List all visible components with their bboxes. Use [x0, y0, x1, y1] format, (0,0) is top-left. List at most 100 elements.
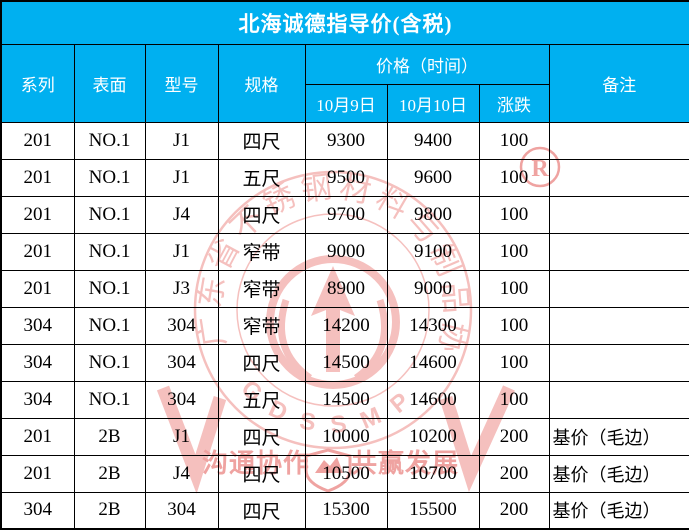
cell-model: 304	[144, 343, 219, 382]
cell-series: 201	[0, 158, 75, 197]
cell-surface: NO.1	[73, 232, 146, 271]
cell-series: 201	[0, 417, 75, 456]
table-title-row: 北海诚德指导价(含税)	[0, 0, 689, 45]
cell-remark	[548, 380, 689, 419]
cell-model: J4	[144, 454, 219, 493]
col-header-price-group: 价格（时间）	[304, 43, 550, 85]
cell-change: 200	[478, 417, 550, 456]
cell-surface: NO.1	[73, 343, 146, 382]
cell-series: 304	[0, 343, 75, 382]
col-header-remark: 备注	[548, 43, 689, 123]
cell-spec: 五尺	[217, 158, 306, 197]
cell-remark: 基价（毛边）	[548, 454, 689, 493]
cell-price-oct9: 9700	[304, 195, 388, 234]
table-row: 201 NO.1 J1 四尺 9300 9400 100	[0, 121, 689, 160]
table-row: 304 NO.1 304 四尺 14500 14600 100	[0, 343, 689, 382]
col-header-series: 系列	[0, 43, 75, 123]
cell-remark	[548, 269, 689, 308]
cell-series: 201	[0, 195, 75, 234]
cell-remark	[548, 158, 689, 197]
cell-series: 304	[0, 306, 75, 345]
table-body: 201 NO.1 J1 四尺 9300 9400 100 201 NO.1 J1 五尺 9500 960…	[0, 121, 689, 530]
col-header-change: 涨跌	[478, 83, 550, 123]
col-header-model: 型号	[144, 43, 219, 123]
table-row: 201 2B J1 四尺 10000 10200 200 基价（毛边）	[0, 417, 689, 456]
cell-change: 100	[478, 121, 550, 160]
page-title: 北海诚德指导价(含税)	[0, 0, 689, 45]
cell-surface: NO.1	[73, 306, 146, 345]
cell-spec: 四尺	[217, 454, 306, 493]
cell-spec: 五尺	[217, 380, 306, 419]
cell-surface: 2B	[73, 454, 146, 493]
cell-price-oct9: 9300	[304, 121, 388, 160]
cell-series: 201	[0, 232, 75, 271]
cell-spec: 窄带	[217, 269, 306, 308]
cell-model: J1	[144, 417, 219, 456]
cell-price-oct10: 9600	[386, 158, 480, 197]
table-row: 304 NO.1 304 五尺 14500 14600 100	[0, 380, 689, 419]
cell-model: J1	[144, 232, 219, 271]
col-header-date1: 10月9日	[304, 83, 388, 123]
cell-surface: NO.1	[73, 380, 146, 419]
table-row: 304 2B 304 四尺 15300 15500 200 基价（毛边）	[0, 491, 689, 530]
col-header-surface: 表面	[73, 43, 146, 123]
cell-change: 100	[478, 195, 550, 234]
cell-remark	[548, 306, 689, 345]
cell-model: J1	[144, 158, 219, 197]
cell-model: 304	[144, 306, 219, 345]
cell-surface: 2B	[73, 417, 146, 456]
cell-surface: NO.1	[73, 121, 146, 160]
cell-change: 100	[478, 232, 550, 271]
cell-surface: NO.1	[73, 195, 146, 234]
cell-change: 100	[478, 269, 550, 308]
cell-surface: 2B	[73, 491, 146, 530]
cell-spec: 四尺	[217, 343, 306, 382]
cell-series: 201	[0, 121, 75, 160]
cell-change: 100	[478, 380, 550, 419]
table-row: 304 NO.1 304 窄带 14200 14300 100	[0, 306, 689, 345]
cell-price-oct10: 9000	[386, 269, 480, 308]
cell-remark	[548, 232, 689, 271]
cell-change: 100	[478, 158, 550, 197]
cell-spec: 四尺	[217, 121, 306, 160]
cell-price-oct10: 14600	[386, 343, 480, 382]
cell-remark: 基价（毛边）	[548, 417, 689, 456]
table-row: 201 NO.1 J4 四尺 9700 9800 100	[0, 195, 689, 234]
cell-surface: NO.1	[73, 269, 146, 308]
table-row: 201 NO.1 J1 五尺 9500 9600 100	[0, 158, 689, 197]
cell-model: J1	[144, 121, 219, 160]
cell-price-oct10: 9800	[386, 195, 480, 234]
cell-price-oct10: 14300	[386, 306, 480, 345]
table-row: 201 2B J4 四尺 10500 10700 200 基价（毛边）	[0, 454, 689, 493]
cell-spec: 四尺	[217, 491, 306, 530]
cell-spec: 窄带	[217, 232, 306, 271]
cell-surface: NO.1	[73, 158, 146, 197]
cell-price-oct9: 15300	[304, 491, 388, 530]
cell-price-oct9: 10000	[304, 417, 388, 456]
cell-change: 100	[478, 343, 550, 382]
cell-price-oct9: 8900	[304, 269, 388, 308]
cell-change: 200	[478, 454, 550, 493]
col-header-date2: 10月10日	[386, 83, 480, 123]
cell-price-oct10: 15500	[386, 491, 480, 530]
cell-remark	[548, 121, 689, 160]
cell-price-oct9: 14500	[304, 380, 388, 419]
cell-series: 201	[0, 269, 75, 308]
cell-spec: 四尺	[217, 195, 306, 234]
cell-model: J4	[144, 195, 219, 234]
cell-series: 304	[0, 491, 75, 530]
cell-price-oct10: 9100	[386, 232, 480, 271]
cell-change: 200	[478, 491, 550, 530]
cell-model: 304	[144, 491, 219, 530]
table-row: 201 NO.1 J3 窄带 8900 9000 100	[0, 269, 689, 308]
cell-change: 100	[478, 306, 550, 345]
cell-spec: 窄带	[217, 306, 306, 345]
cell-price-oct9: 9000	[304, 232, 388, 271]
cell-remark	[548, 195, 689, 234]
cell-price-oct9: 9500	[304, 158, 388, 197]
header-row-1: 系列 表面 型号 规格 价格（时间） 备注	[0, 43, 689, 123]
cell-price-oct10: 9400	[386, 121, 480, 160]
cell-remark: 基价（毛边）	[548, 491, 689, 530]
